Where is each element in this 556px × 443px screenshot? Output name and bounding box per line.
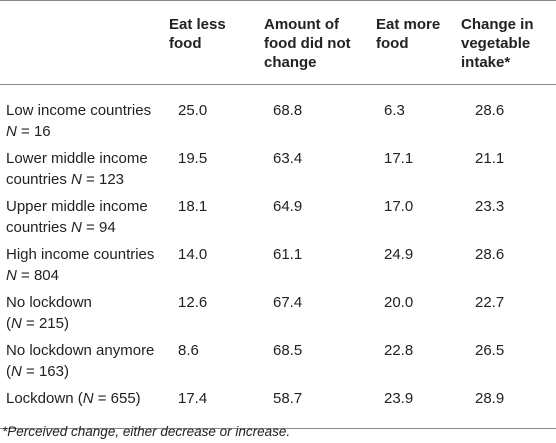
row-label: No lockdown (N = 215) — [0, 291, 163, 339]
row-label-prefix: ( — [6, 362, 11, 380]
row-label: Lower middle income countries N = 123 — [0, 147, 163, 195]
row-label-n: N — [82, 389, 94, 407]
cell-eat-more: 6.3 — [384, 102, 405, 119]
row-label-line2: (N = 163) — [6, 361, 163, 382]
row-label-line1: Low income countries — [6, 102, 152, 119]
table-row: Upper middle income countries N = 94 18.… — [0, 195, 556, 243]
row-label-count: = 215) — [21, 314, 69, 332]
cell-eat-more: 17.0 — [384, 197, 414, 215]
cell-no-change: 67.4 — [273, 293, 303, 311]
table-row: Low income countries N = 16 25.0 68.8 6.… — [0, 85, 556, 147]
row-label-line1: Lockdown (N = 655) — [6, 388, 163, 409]
row-label-n: N — [6, 266, 17, 284]
cell-eat-less: 12.6 — [178, 293, 208, 311]
row-label-line2: countries N = 94 — [6, 217, 163, 238]
row-label-prefix: countries — [6, 218, 72, 236]
row-label-line1: No lockdown — [6, 293, 92, 311]
row-label-prefix: countries — [6, 170, 72, 188]
header-row: Eat less food Amount of food did not cha… — [0, 0, 556, 85]
row-label-prefix: ( — [6, 314, 11, 332]
row-label-prefix: Lockdown ( — [6, 389, 83, 407]
cell-no-change: 64.9 — [273, 197, 303, 215]
row-label: Low income countries N = 16 — [0, 85, 163, 147]
cell-vegetable: 28.9 — [457, 386, 556, 429]
cell-eat-less: 8.6 — [178, 341, 199, 359]
row-label-count: = 16 — [16, 123, 51, 140]
row-label-n: N — [71, 170, 82, 188]
cell-no-change: 58.7 — [250, 386, 364, 429]
row-label-n: N — [71, 218, 82, 236]
cell-no-change: 61.1 — [273, 245, 303, 263]
header-eat-less-food: Eat less food — [163, 0, 250, 85]
cell-eat-less: 25.0 — [178, 102, 208, 119]
cell-vegetable: 21.1 — [475, 149, 505, 167]
row-label-line2: N = 16 — [6, 121, 163, 142]
header-vegetable-change: Change in vegetable intake* — [457, 0, 556, 85]
cell-eat-less: 17.4 — [163, 386, 250, 429]
header-eat-more-food: Eat more food — [364, 0, 457, 85]
row-label: Upper middle income countries N = 94 — [0, 195, 163, 243]
row-label: No lockdown anymore (N = 163) — [0, 339, 163, 387]
table-row: No lockdown anymore (N = 163) 8.6 68.5 2… — [0, 339, 556, 387]
table-row: Lockdown (N = 655) 17.4 58.7 23.9 28.9 — [0, 386, 556, 429]
cell-eat-more: 20.0 — [384, 293, 414, 311]
table-row: High income countries N = 804 14.0 61.1 … — [0, 243, 556, 291]
cell-eat-less: 14.0 — [178, 245, 208, 263]
cell-vegetable: 23.3 — [475, 197, 505, 215]
row-label: High income countries N = 804 — [0, 243, 163, 291]
row-label-count: = 804 — [16, 266, 59, 284]
row-label-line1: Lower middle income — [6, 149, 148, 167]
cell-eat-more: 17.1 — [384, 149, 414, 167]
row-label-line1: No lockdown anymore — [6, 341, 155, 359]
data-table: Eat less food Amount of food did not cha… — [0, 0, 556, 429]
table-footnote: *Perceived change, either decrease or in… — [2, 424, 291, 439]
cell-no-change: 63.4 — [273, 149, 303, 167]
cell-vegetable: 22.7 — [475, 293, 505, 311]
row-label-line2: countries N = 123 — [6, 169, 163, 190]
row-label-line2: N = 804 — [6, 265, 163, 286]
row-label: Lockdown (N = 655) — [0, 386, 163, 429]
cell-eat-less: 19.5 — [178, 149, 208, 167]
cell-eat-more: 23.9 — [364, 386, 457, 429]
cell-vegetable: 26.5 — [475, 341, 505, 359]
header-cell-blank — [0, 0, 163, 85]
row-label-line1: High income countries — [6, 245, 155, 263]
table-row: Lower middle income countries N = 123 19… — [0, 147, 556, 195]
row-label-line1: Upper middle income — [6, 197, 148, 215]
row-label-count: = 123 — [81, 170, 125, 188]
row-label-n: N — [11, 314, 22, 332]
header-amount-no-change: Amount of food did not change — [250, 0, 364, 85]
cell-vegetable: 28.6 — [475, 245, 505, 263]
row-label-count: = 94 — [81, 218, 116, 236]
row-label-line2: (N = 215) — [6, 313, 163, 334]
cell-no-change: 68.5 — [273, 341, 303, 359]
cell-eat-more: 24.9 — [384, 245, 414, 263]
cell-vegetable: 28.6 — [475, 102, 505, 119]
row-label-count: = 655) — [93, 389, 141, 407]
row-label-n: N — [11, 362, 22, 380]
cell-eat-less: 18.1 — [178, 197, 208, 215]
cell-eat-more: 22.8 — [384, 341, 414, 359]
cell-no-change: 68.8 — [273, 102, 303, 119]
row-label-n: N — [6, 123, 17, 140]
table-row: No lockdown (N = 215) 12.6 67.4 20.0 22.… — [0, 291, 556, 339]
row-label-count: = 163) — [21, 362, 69, 380]
